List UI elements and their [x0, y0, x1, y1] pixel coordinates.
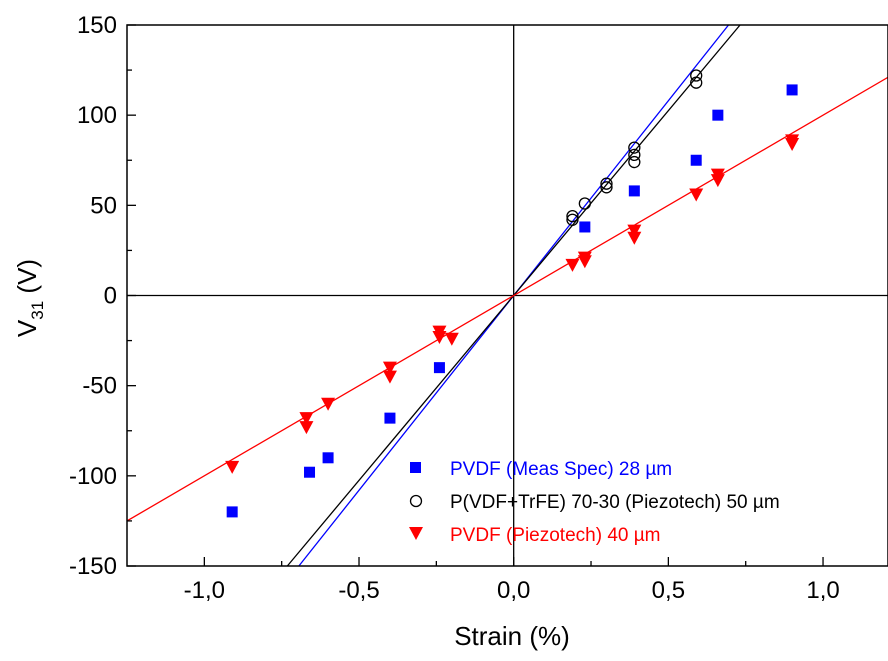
y-tick-label-3: 0 — [104, 283, 117, 310]
y-tick-label-1: -100 — [69, 463, 117, 490]
point-s1-2 — [578, 197, 591, 210]
x-axis-ticks: -1,0 -0,5 0,0 0,5 1,0 — [184, 557, 840, 604]
point-s2-14 — [689, 188, 704, 202]
point-s2-11 — [577, 251, 592, 265]
y-axis-title-subscript: 31 — [28, 301, 47, 320]
y-axis-title-unit: (V) — [12, 259, 42, 301]
fit-lines — [126, 24, 888, 567]
legend-label-0: PVDF (Meas Spec) 28 µm — [450, 459, 672, 480]
point-s0-0 — [226, 506, 238, 518]
point-s1-9 — [690, 69, 703, 82]
point-s1-1 — [566, 210, 579, 223]
y-axis-ticks: -150 -100 -50 0 50 100 150 — [69, 12, 136, 580]
point-s0-3 — [384, 412, 396, 424]
x-tick-label-2: 0,0 — [497, 577, 530, 604]
legend-marker-0 — [410, 462, 421, 473]
y-axis-title-main: V — [12, 319, 42, 337]
x-tick-label-4: 1,0 — [806, 577, 839, 604]
legend-marker-1 — [409, 494, 423, 508]
point-s2-13 — [627, 224, 642, 238]
legend-label-2: PVDF (Piezotech) 40 µm — [450, 525, 661, 546]
point-s0-7 — [690, 154, 702, 166]
legend-item-0: PVDF (Meas Spec) 28 µm — [410, 459, 672, 480]
legend: PVDF (Meas Spec) 28 µm P(VDF+TrFE) 70-30… — [409, 459, 780, 546]
point-s2-5 — [382, 370, 397, 384]
y-tick-label-6: 150 — [77, 12, 117, 39]
point-s2-16 — [710, 168, 725, 182]
point-s2-3 — [321, 397, 336, 411]
point-s2-0 — [225, 460, 240, 474]
point-s2-12 — [627, 231, 642, 245]
point-s1-6 — [628, 148, 641, 161]
point-s0-8 — [712, 109, 724, 121]
point-s1-5 — [628, 155, 641, 169]
x-tick-label-3: 0,5 — [652, 577, 685, 604]
y-tick-label-5: 100 — [77, 102, 117, 129]
zero-lines — [127, 25, 888, 566]
point-s1-3 — [600, 181, 613, 194]
point-s0-1 — [304, 466, 316, 478]
point-s2-1 — [299, 412, 314, 426]
point-s2-9 — [565, 258, 580, 272]
point-s2-18 — [785, 134, 800, 148]
y-tick-label-2: -50 — [82, 373, 117, 400]
point-s2-7 — [432, 330, 447, 344]
legend-marker-2 — [409, 527, 423, 540]
point-s1-8 — [690, 76, 703, 89]
point-s1-7 — [628, 141, 641, 154]
point-s0-9 — [786, 84, 798, 96]
fit-line-2 — [126, 76, 888, 522]
point-s0-5 — [579, 221, 591, 233]
y-tick-label-0: -150 — [69, 553, 117, 580]
legend-label-1: P(VDF+TrFE) 70-30 (Piezotech) 50 µm — [450, 492, 780, 513]
point-s1-0 — [566, 213, 579, 226]
data-points — [225, 69, 800, 518]
x-tick-label-1: -0,5 — [338, 577, 379, 604]
point-s1-4 — [600, 177, 613, 190]
y-axis-title: V31 (V) — [12, 259, 47, 337]
legend-item-2: PVDF (Piezotech) 40 µm — [409, 525, 661, 546]
legend-item-1: P(VDF+TrFE) 70-30 (Piezotech) 50 µm — [409, 492, 780, 513]
point-s0-4 — [433, 362, 445, 374]
x-axis-title: Strain (%) — [454, 621, 570, 651]
point-s0-2 — [322, 452, 334, 464]
point-s0-6 — [628, 185, 640, 197]
point-s2-8 — [444, 332, 459, 346]
point-s2-4 — [382, 361, 397, 375]
y-tick-label-4: 50 — [90, 192, 117, 219]
x-tick-label-0: -1,0 — [184, 577, 225, 604]
point-s2-2 — [299, 421, 314, 435]
